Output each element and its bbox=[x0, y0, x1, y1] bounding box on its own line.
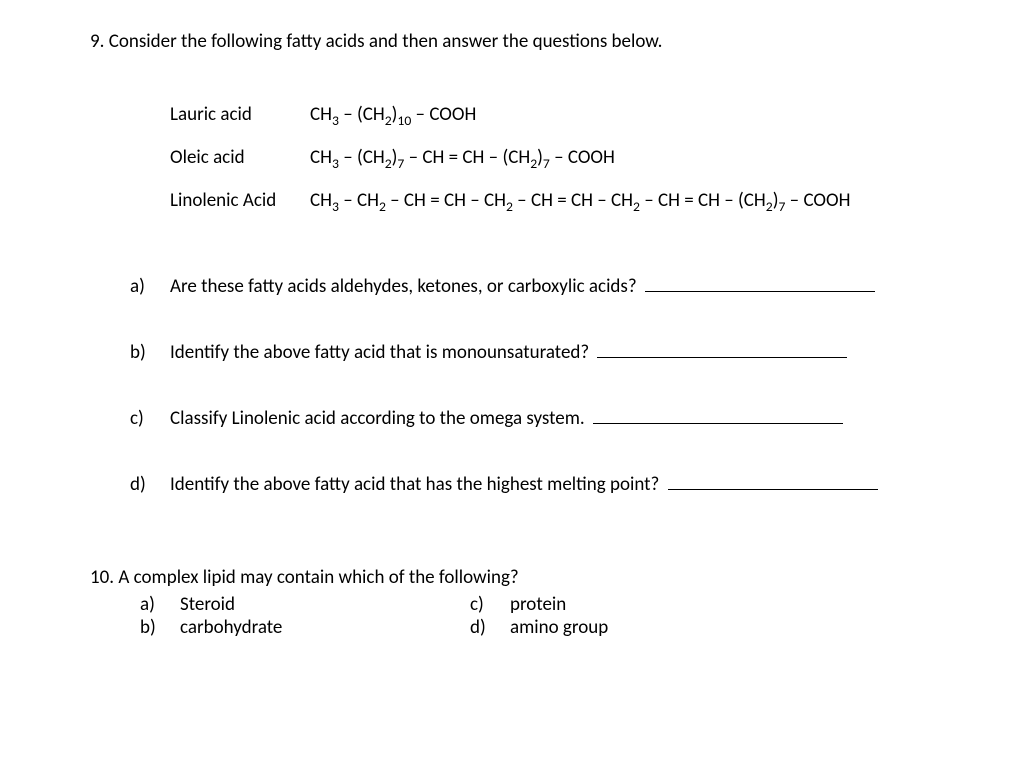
answer-blank[interactable] bbox=[593, 404, 843, 424]
acid-name: Lauric acid bbox=[170, 103, 310, 126]
acid-row-lauric: Lauric acid CH3 – (CH2)10 – COOH bbox=[170, 103, 934, 126]
worksheet-page: 9. Consider the following fatty acids an… bbox=[0, 0, 1024, 669]
q9-part-d: d) Identify the above fatty acid that ha… bbox=[130, 470, 934, 496]
part-letter: a) bbox=[130, 275, 170, 298]
option-text: protein bbox=[510, 593, 566, 616]
q9-title: 9. Consider the following fatty acids an… bbox=[90, 30, 934, 53]
q10-block: 10. A complex lipid may contain which of… bbox=[90, 566, 934, 639]
part-text: Identify the above fatty acid that has t… bbox=[170, 470, 934, 496]
acid-formula: CH3 – (CH2)7 – CH = CH – (CH2)7 – COOH bbox=[310, 146, 615, 169]
option-text: Steroid bbox=[180, 593, 235, 616]
option-letter: a) bbox=[140, 593, 180, 616]
q10-option-b: b) carbohydrate bbox=[140, 616, 470, 639]
part-question: Identify the above fatty acid that is mo… bbox=[170, 341, 589, 364]
q9-part-c: c) Classify Linolenic acid according to … bbox=[130, 404, 934, 430]
answer-blank[interactable] bbox=[668, 470, 878, 490]
part-question: Are these fatty acids aldehydes, ketones… bbox=[170, 275, 637, 298]
q10-row-1: a) Steroid c) protein bbox=[140, 593, 934, 616]
q10-options: a) Steroid c) protein b) carbohydrate d)… bbox=[140, 593, 934, 639]
acid-row-oleic: Oleic acid CH3 – (CH2)7 – CH = CH – (CH2… bbox=[170, 146, 934, 169]
part-text: Classify Linolenic acid according to the… bbox=[170, 404, 934, 430]
q10-option-a: a) Steroid bbox=[140, 593, 470, 616]
part-text: Identify the above fatty acid that is mo… bbox=[170, 338, 934, 364]
q10-title: 10. A complex lipid may contain which of… bbox=[90, 566, 934, 589]
q9-part-b: b) Identify the above fatty acid that is… bbox=[130, 338, 934, 364]
acid-row-linolenic: Linolenic Acid CH3 – CH2 – CH = CH – CH2… bbox=[170, 189, 934, 212]
acid-formula: CH3 – (CH2)10 – COOH bbox=[310, 103, 476, 126]
option-letter: d) bbox=[470, 616, 510, 639]
option-text: carbohydrate bbox=[180, 616, 282, 639]
part-letter: d) bbox=[130, 473, 170, 496]
part-letter: c) bbox=[130, 407, 170, 430]
q9-part-a: a) Are these fatty acids aldehydes, keto… bbox=[130, 272, 934, 298]
acids-block: Lauric acid CH3 – (CH2)10 – COOH Oleic a… bbox=[170, 103, 934, 212]
q10-row-2: b) carbohydrate d) amino group bbox=[140, 616, 934, 639]
option-letter: b) bbox=[140, 616, 180, 639]
acid-name: Linolenic Acid bbox=[170, 189, 310, 212]
part-text: Are these fatty acids aldehydes, ketones… bbox=[170, 272, 934, 298]
answer-blank[interactable] bbox=[645, 272, 875, 292]
answer-blank[interactable] bbox=[597, 338, 847, 358]
q10-option-c: c) protein bbox=[470, 593, 566, 616]
part-question: Identify the above fatty acid that has t… bbox=[170, 473, 659, 496]
acid-formula: CH3 – CH2 – CH = CH – CH2 – CH = CH – CH… bbox=[310, 189, 850, 212]
option-text: amino group bbox=[510, 616, 608, 639]
option-letter: c) bbox=[470, 593, 510, 616]
q10-option-d: d) amino group bbox=[470, 616, 608, 639]
part-question: Classify Linolenic acid according to the… bbox=[170, 407, 585, 430]
acid-name: Oleic acid bbox=[170, 146, 310, 169]
q9-subparts: a) Are these fatty acids aldehydes, keto… bbox=[130, 272, 934, 496]
part-letter: b) bbox=[130, 341, 170, 364]
